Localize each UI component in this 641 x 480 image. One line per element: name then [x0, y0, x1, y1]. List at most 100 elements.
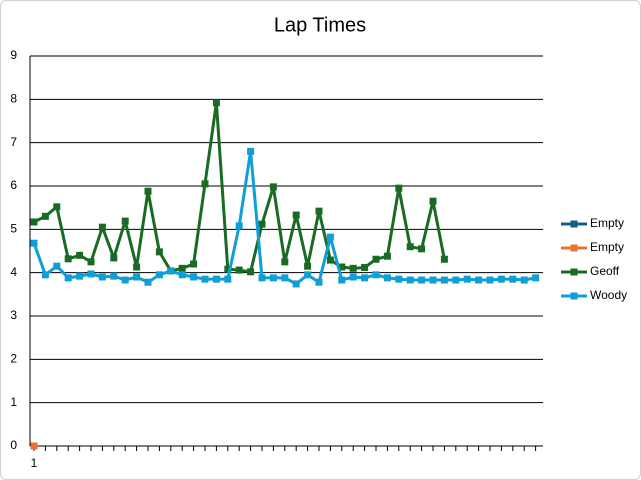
- series-marker: [475, 276, 483, 284]
- series-marker: [30, 442, 38, 450]
- series-marker: [395, 184, 403, 192]
- series-marker: [304, 271, 312, 279]
- series-marker: [121, 217, 129, 225]
- series-marker: [281, 258, 289, 266]
- series-marker: [247, 268, 255, 276]
- series-marker: [41, 212, 49, 220]
- legend-label: Empty: [590, 240, 624, 254]
- series-marker: [212, 275, 220, 283]
- series-marker: [338, 263, 346, 271]
- series-marker: [144, 278, 152, 286]
- series-marker: [440, 255, 448, 263]
- series-marker: [190, 260, 198, 268]
- legend-label: Empty: [590, 216, 624, 230]
- series-marker: [304, 262, 312, 270]
- series-marker: [178, 271, 186, 279]
- series-marker: [76, 251, 84, 259]
- series-marker: [167, 267, 175, 275]
- series-marker: [190, 273, 198, 281]
- legend-label: Geoff: [590, 264, 620, 278]
- series-marker: [429, 197, 437, 205]
- series-marker: [440, 276, 448, 284]
- series-marker: [235, 222, 243, 230]
- y-tick-label: 4: [10, 265, 17, 279]
- legend-marker: [570, 268, 578, 276]
- series-marker: [395, 275, 403, 283]
- legend-marker: [570, 244, 578, 252]
- series-marker: [418, 276, 426, 284]
- y-tick-label: 6: [10, 178, 17, 192]
- series-marker: [315, 278, 323, 286]
- series-marker: [292, 211, 300, 219]
- series-marker: [463, 275, 471, 283]
- y-tick-label: 5: [10, 222, 17, 236]
- series-marker: [269, 274, 277, 282]
- series-marker: [258, 220, 266, 228]
- series-marker: [418, 245, 426, 253]
- series-marker: [30, 239, 38, 247]
- y-tick-label: 2: [10, 352, 17, 366]
- x-tick-label: 1: [31, 456, 38, 470]
- series-marker: [361, 274, 369, 282]
- series-marker: [338, 276, 346, 284]
- series-marker: [110, 272, 118, 280]
- series-marker: [406, 243, 414, 251]
- series-marker: [349, 273, 357, 281]
- chart-title: Lap Times: [274, 14, 366, 36]
- series-marker: [98, 273, 106, 281]
- series-marker: [509, 275, 517, 283]
- series-marker: [30, 218, 38, 226]
- series-marker: [497, 275, 505, 283]
- series-marker: [258, 274, 266, 282]
- series-marker: [201, 275, 209, 283]
- series-marker: [532, 274, 540, 282]
- y-tick-label: 8: [10, 92, 17, 106]
- series-marker: [247, 147, 255, 155]
- series-marker: [383, 252, 391, 260]
- series-marker: [326, 233, 334, 241]
- series-marker: [201, 180, 209, 188]
- series-marker: [53, 203, 61, 211]
- legend-marker: [570, 220, 578, 228]
- series-marker: [326, 256, 334, 264]
- series-marker: [224, 275, 232, 283]
- series-marker: [212, 99, 220, 107]
- series-marker: [53, 262, 61, 270]
- series-marker: [87, 258, 95, 266]
- series-marker: [76, 272, 84, 280]
- series-marker: [452, 276, 460, 284]
- series-marker: [315, 207, 323, 215]
- series-marker: [269, 183, 277, 191]
- series-marker: [64, 274, 72, 282]
- legend-marker: [570, 292, 578, 300]
- series-marker: [110, 254, 118, 262]
- series-marker: [292, 280, 300, 288]
- series-marker: [178, 264, 186, 272]
- legend-label: Woody: [590, 288, 627, 302]
- series-marker: [372, 255, 380, 263]
- series-marker: [144, 187, 152, 195]
- y-tick-label: 3: [10, 308, 17, 322]
- series-marker: [361, 263, 369, 271]
- series-marker: [155, 271, 163, 279]
- series-marker: [520, 276, 528, 284]
- series-marker: [486, 276, 494, 284]
- series-marker: [224, 265, 232, 273]
- y-tick-label: 1: [10, 395, 17, 409]
- series-marker: [98, 223, 106, 231]
- series-marker: [64, 255, 72, 263]
- series-marker: [87, 270, 95, 278]
- series-marker: [281, 274, 289, 282]
- series-marker: [133, 273, 141, 281]
- series-marker: [372, 271, 380, 279]
- series-marker: [155, 248, 163, 256]
- series-marker: [383, 274, 391, 282]
- series-marker: [121, 276, 129, 284]
- series-marker: [349, 264, 357, 272]
- y-tick-label: 9: [10, 48, 17, 62]
- series-marker: [41, 271, 49, 279]
- series-marker: [406, 276, 414, 284]
- y-tick-label: 7: [10, 135, 17, 149]
